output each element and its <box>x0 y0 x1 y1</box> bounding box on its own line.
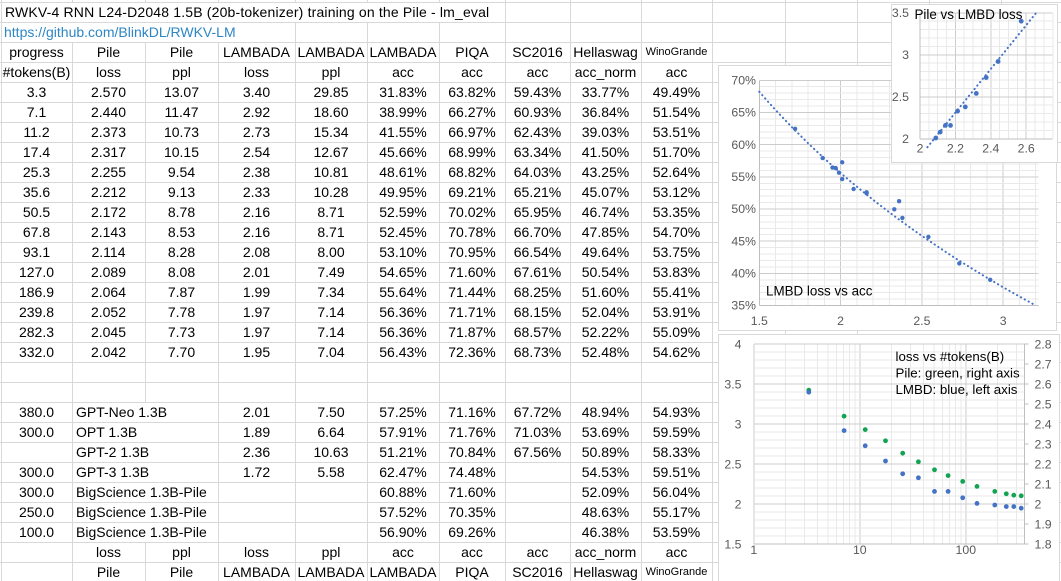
svg-text:2: 2 <box>902 132 909 146</box>
svg-text:LMBD: blue, left axis: LMBD: blue, left axis <box>896 382 1018 397</box>
svg-text:3: 3 <box>902 48 909 62</box>
svg-text:2.2: 2.2 <box>1035 457 1052 471</box>
svg-text:2.3: 2.3 <box>1035 437 1052 451</box>
svg-text:4: 4 <box>735 337 742 351</box>
svg-text:1.8: 1.8 <box>1035 537 1052 551</box>
svg-text:2.1: 2.1 <box>1035 477 1052 491</box>
svg-text:2.8: 2.8 <box>1035 337 1052 351</box>
svg-text:1.9: 1.9 <box>1035 517 1052 531</box>
svg-text:40%: 40% <box>731 267 756 281</box>
svg-text:1.5: 1.5 <box>751 314 768 328</box>
svg-text:2.5: 2.5 <box>724 457 741 471</box>
svg-text:60%: 60% <box>731 138 756 152</box>
svg-text:65%: 65% <box>731 106 756 120</box>
svg-text:2: 2 <box>917 142 924 156</box>
svg-text:2.5: 2.5 <box>1035 397 1052 411</box>
svg-text:55%: 55% <box>731 170 756 184</box>
svg-text:2.4: 2.4 <box>1035 417 1052 431</box>
svg-text:2.7: 2.7 <box>1035 357 1052 371</box>
svg-text:35%: 35% <box>731 299 756 313</box>
svg-text:70%: 70% <box>731 74 756 88</box>
svg-text:2: 2 <box>837 314 844 328</box>
svg-text:loss vs #tokens(B): loss vs #tokens(B) <box>896 349 1005 364</box>
svg-text:2.6: 2.6 <box>1018 142 1035 156</box>
svg-text:Pile vs LMBD loss: Pile vs LMBD loss <box>915 7 1023 22</box>
svg-text:2: 2 <box>735 497 742 511</box>
svg-text:3: 3 <box>735 417 742 431</box>
svg-text:1.5: 1.5 <box>724 537 741 551</box>
svg-text:2.5: 2.5 <box>892 90 909 104</box>
svg-text:1: 1 <box>750 543 757 557</box>
svg-text:100: 100 <box>956 543 977 557</box>
svg-text:2.6: 2.6 <box>1035 377 1052 391</box>
svg-text:3.5: 3.5 <box>892 6 909 20</box>
svg-text:LMBD loss vs acc: LMBD loss vs acc <box>766 284 873 299</box>
svg-text:2.2: 2.2 <box>947 142 964 156</box>
svg-text:2: 2 <box>1035 497 1042 511</box>
svg-text:45%: 45% <box>731 234 756 248</box>
svg-text:3: 3 <box>1000 314 1007 328</box>
svg-text:3.5: 3.5 <box>724 377 741 391</box>
svg-text:2.4: 2.4 <box>982 142 999 156</box>
svg-text:2.5: 2.5 <box>913 314 930 328</box>
svg-text:50%: 50% <box>731 202 756 216</box>
svg-text:Pile: green, right axis: Pile: green, right axis <box>896 366 1021 381</box>
svg-text:10: 10 <box>853 543 867 557</box>
